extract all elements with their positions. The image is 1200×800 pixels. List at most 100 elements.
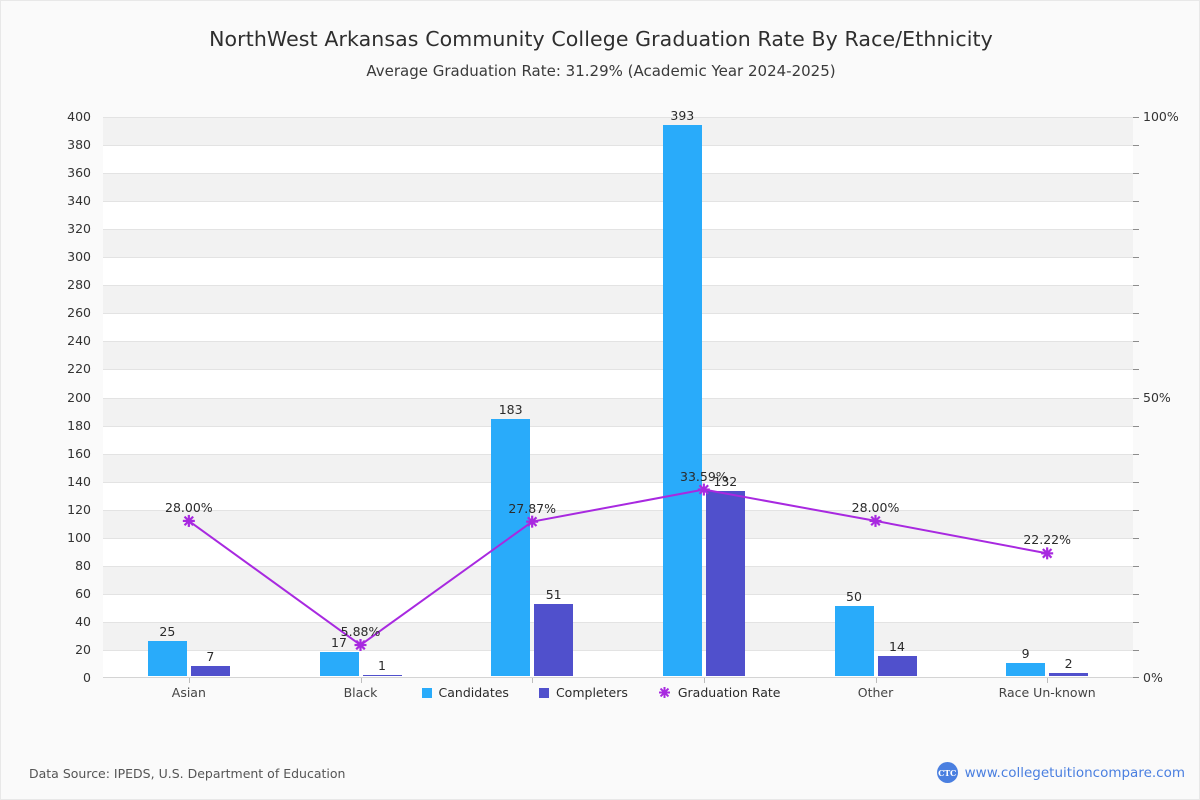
gridline [103,649,1133,651]
bar-completers[interactable] [362,674,402,676]
y-axis-tick-label: 360 [67,164,91,180]
gridline [103,537,1133,539]
x-axis-category-label: Other [857,685,894,700]
x-axis-tick-mark [1047,678,1049,683]
plot-band [103,453,1133,482]
y2-axis-tick-mark [1133,341,1139,343]
y2-axis-tick-label: 50% [1143,389,1171,405]
y2-axis-tick-mark [1133,257,1139,259]
plot-band [103,565,1133,594]
y-axis-tick-label: 80 [75,557,91,573]
x-axis-tick-mark [875,678,877,683]
legend-item-candidates[interactable]: Candidates [419,684,511,701]
bar-candidates[interactable] [491,419,531,676]
y2-axis-tick-mark [1133,453,1139,455]
gridline [103,341,1133,343]
y-axis-tick-label: 300 [67,249,91,264]
chart-subtitle: Average Graduation Rate: 31.29% (Academi… [366,62,836,80]
graduation-rate-value-label: 27.87% [508,500,556,516]
gridline [103,257,1133,259]
bar-value-label: 50 [846,588,862,604]
bar-completers[interactable] [1049,673,1089,676]
chart-plot-area [103,117,1133,678]
page-title: NorthWest Arkansas Community College Gra… [209,27,993,51]
bar-candidates[interactable] [1006,663,1046,676]
y2-axis-tick-mark [1133,369,1139,371]
gridline [103,565,1133,567]
graduation-rate-value-label: 22.22% [1023,532,1071,548]
plot-band [103,509,1133,538]
footer-brand[interactable]: CTC www.collegetuitioncompare.com [936,762,1185,783]
plot-band [103,117,1133,146]
plot-band [103,173,1133,202]
graduation-rate-value-label: 5.88% [340,624,381,639]
y-axis-tick-label: 180 [67,417,91,433]
gridline [103,145,1133,147]
legend-item-graduation-rate[interactable]: Graduation Rate [655,684,783,701]
bar-value-label: 9 [1021,646,1030,662]
y2-axis-tick-mark [1133,537,1139,539]
y2-axis-tick-label: 0% [1143,669,1163,685]
bar-completers[interactable] [705,490,745,676]
y-axis-tick-label: 400 [67,108,91,124]
bar-value-label: 2 [1064,656,1073,672]
y2-axis-tick-mark [1133,621,1139,623]
bar-candidates[interactable] [319,652,359,676]
graduation-rate-value-label: 28.00% [164,499,213,515]
footer-data-source: Data Source: IPEDS, U.S. Department of E… [29,766,346,781]
y2-axis-tick-mark [1133,145,1139,147]
y2-axis-tick-mark [1133,565,1139,567]
bar-value-label: 183 [498,402,523,418]
gridline [103,313,1133,315]
asterisk-marker-icon [658,687,670,698]
y-axis-tick-label: 240 [67,333,91,349]
bar-completers[interactable] [534,604,574,676]
gridline [103,481,1133,483]
y-axis-tick-label: 380 [67,136,91,152]
y-axis-tick-label: 60 [75,585,91,601]
y2-axis-tick-mark [1133,593,1139,595]
x-axis-category-label: Asian [171,685,206,700]
y-axis-tick-label: 20 [75,641,91,657]
y-axis-tick-label: 160 [67,445,91,461]
bar-value-label: 17 [331,635,347,651]
y2-axis-tick-mark [1133,649,1139,651]
y-axis-tick-label: 340 [67,192,91,208]
y2-axis-tick-mark [1133,313,1139,315]
gridline [103,201,1133,203]
y2-axis-tick-mark [1133,201,1139,203]
bar-value-label: 25 [159,623,176,639]
bar-value-label: 132 [713,473,738,489]
plot-band [103,285,1133,314]
legend-label: Completers [555,685,628,700]
x-axis-category-label: Black [343,685,378,700]
y2-axis-tick-mark [1133,677,1139,678]
chart-legend: Candidates Completers Graduation Rate [1,684,1200,701]
legend-swatch-icon [421,687,432,698]
y2-axis-tick-mark [1133,117,1139,118]
bar-completers[interactable] [190,666,230,676]
y-axis-tick-label: 0 [83,669,91,685]
y-axis-tick-label: 260 [67,305,91,321]
x-axis-tick-mark [188,678,190,683]
bar-value-label: 7 [206,649,215,665]
y2-axis-tick-label: 100% [1143,108,1179,124]
y-axis-tick-label: 280 [67,277,91,293]
gridline [103,117,1133,118]
y2-axis-tick-mark [1133,481,1139,483]
brand-url-link[interactable]: www.collegetuitioncompare.com [964,764,1185,781]
x-axis-tick-mark [360,678,362,683]
legend-swatch-icon [538,687,549,698]
y-axis-tick-label: 40 [75,613,91,629]
gridline [103,593,1133,595]
bar-candidates[interactable] [834,605,874,676]
y2-axis-tick-mark [1133,397,1139,399]
bar-value-label: 14 [889,639,905,655]
legend-label: Graduation Rate [677,685,781,700]
bar-completers[interactable] [877,656,917,676]
legend-label: Candidates [438,685,509,700]
legend-item-completers[interactable]: Completers [536,684,630,701]
plot-band [103,621,1133,650]
bar-candidates[interactable] [147,640,187,676]
bar-candidates[interactable] [662,124,702,676]
